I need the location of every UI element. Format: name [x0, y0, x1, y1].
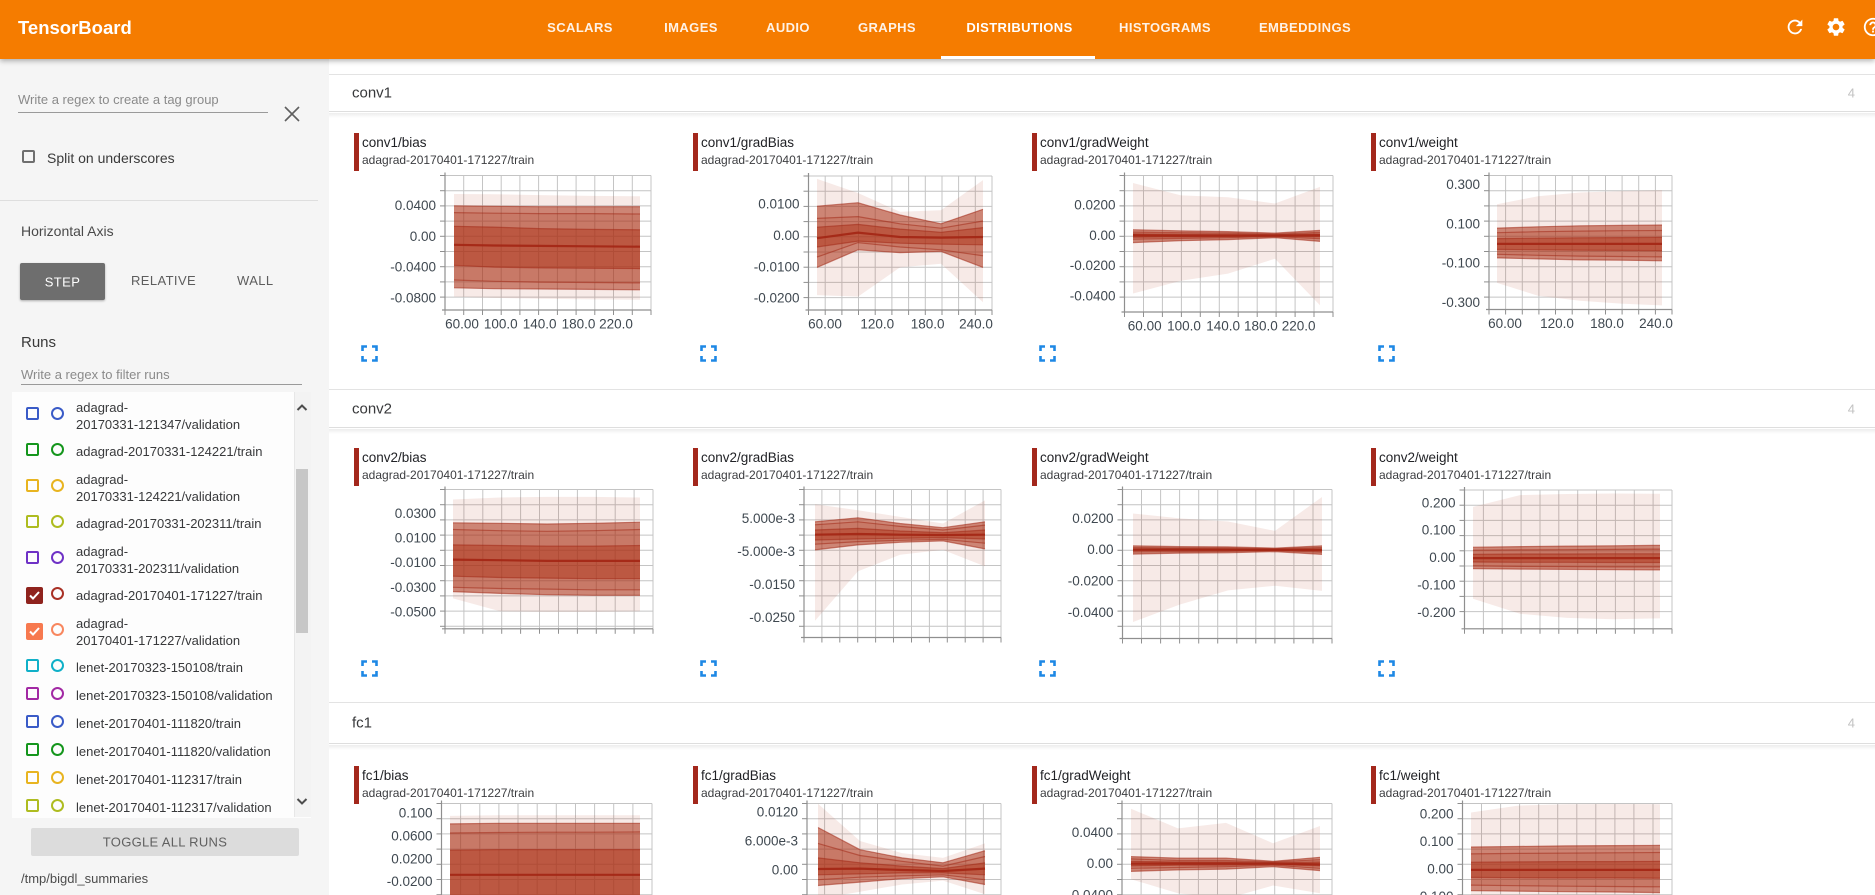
svg-text:0.0200: 0.0200	[1072, 511, 1113, 526]
svg-text:0.100: 0.100	[399, 806, 433, 821]
svg-text:0.100: 0.100	[1422, 523, 1456, 538]
svg-text:-0.0200: -0.0200	[1070, 258, 1116, 273]
svg-text:0.0120: 0.0120	[757, 805, 798, 820]
svg-text:0.100: 0.100	[1446, 216, 1480, 231]
svg-text:-0.0200: -0.0200	[387, 874, 433, 889]
svg-text:-0.0400: -0.0400	[1068, 605, 1114, 620]
svg-text:0.100: 0.100	[1420, 834, 1454, 849]
svg-text:6.000e-3: 6.000e-3	[745, 834, 798, 849]
svg-text:0.00: 0.00	[410, 229, 436, 244]
svg-text:5.000e-3: 5.000e-3	[742, 511, 795, 526]
svg-text:0.00: 0.00	[1087, 856, 1113, 871]
svg-text:0.0400: 0.0400	[1072, 825, 1113, 840]
svg-text:0.00: 0.00	[1087, 542, 1113, 557]
svg-text:120.0: 120.0	[860, 317, 894, 332]
svg-text:0.00: 0.00	[1429, 550, 1455, 565]
svg-text:-0.0200: -0.0200	[754, 291, 800, 306]
svg-text:0.200: 0.200	[1422, 495, 1456, 510]
svg-text:-5.000e-3: -5.000e-3	[737, 544, 795, 559]
svg-text:0.0300: 0.0300	[395, 506, 436, 521]
svg-text:-0.0400: -0.0400	[1067, 887, 1113, 895]
svg-text:180.0: 180.0	[562, 317, 596, 332]
svg-text:-0.0150: -0.0150	[749, 577, 795, 592]
svg-text:140.0: 140.0	[1206, 319, 1240, 334]
svg-text:0.200: 0.200	[1420, 806, 1454, 821]
svg-text:220.0: 220.0	[599, 317, 633, 332]
svg-text:-0.0100: -0.0100	[390, 555, 436, 570]
svg-text:-0.100: -0.100	[1417, 578, 1455, 593]
svg-text:0.0100: 0.0100	[758, 197, 799, 212]
svg-text:-0.200: -0.200	[1417, 605, 1455, 620]
svg-text:180.0: 180.0	[911, 317, 945, 332]
svg-text:-0.0400: -0.0400	[390, 260, 436, 275]
svg-text:60.00: 60.00	[808, 317, 842, 332]
svg-text:60.00: 60.00	[1488, 316, 1522, 331]
svg-text:0.00: 0.00	[1427, 862, 1453, 877]
svg-text:0.00: 0.00	[1089, 228, 1115, 243]
svg-text:120.0: 120.0	[1540, 316, 1574, 331]
svg-text:240.0: 240.0	[1639, 316, 1673, 331]
svg-text:0.00: 0.00	[772, 863, 798, 878]
svg-text:-0.100: -0.100	[1415, 889, 1453, 895]
svg-text:-0.300: -0.300	[1442, 295, 1480, 310]
svg-text:0.0100: 0.0100	[395, 531, 436, 546]
svg-text:240.0: 240.0	[959, 317, 993, 332]
svg-text:-0.0400: -0.0400	[1070, 288, 1116, 303]
svg-text:100.0: 100.0	[1167, 319, 1201, 334]
svg-text:-0.0200: -0.0200	[1068, 574, 1114, 589]
svg-text:-0.0800: -0.0800	[390, 290, 436, 305]
svg-text:0.0600: 0.0600	[391, 828, 432, 843]
svg-text:-0.0100: -0.0100	[754, 259, 800, 274]
svg-text:60.00: 60.00	[445, 317, 479, 332]
svg-text:0.300: 0.300	[1446, 177, 1480, 192]
svg-text:0.00: 0.00	[773, 228, 799, 243]
svg-text:-0.0500: -0.0500	[390, 604, 436, 619]
svg-text:0.0400: 0.0400	[395, 198, 436, 213]
svg-text:-0.0300: -0.0300	[390, 580, 436, 595]
svg-text:0.0200: 0.0200	[391, 851, 432, 866]
svg-text:220.0: 220.0	[1282, 319, 1316, 334]
svg-text:100.0: 100.0	[484, 317, 518, 332]
svg-text:140.0: 140.0	[523, 317, 557, 332]
svg-text:-0.100: -0.100	[1442, 256, 1480, 271]
svg-text:180.0: 180.0	[1590, 316, 1624, 331]
svg-text:180.0: 180.0	[1244, 319, 1278, 334]
svg-text:-0.0250: -0.0250	[749, 610, 795, 625]
svg-text:0.0200: 0.0200	[1074, 198, 1115, 213]
svg-text:60.00: 60.00	[1128, 319, 1162, 334]
